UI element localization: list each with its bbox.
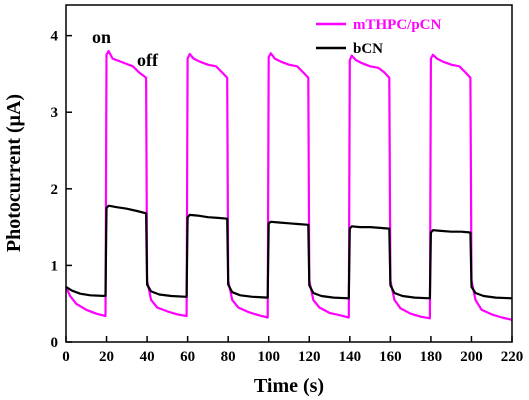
on-annotation: on — [92, 27, 111, 47]
series-group — [64, 49, 513, 321]
plot-frame — [65, 4, 513, 343]
legend: mTHPC/pCN bCN — [316, 17, 442, 57]
y-tick-label: 1 — [51, 258, 59, 274]
x-tick-label: 160 — [379, 349, 402, 365]
y-axis-ticks: 0 1 2 3 4 — [51, 29, 72, 351]
x-tick-label: 0 — [62, 349, 70, 365]
x-tick-label: 80 — [221, 349, 236, 365]
y-tick-label: 3 — [51, 105, 59, 121]
x-tick-label: 20 — [99, 349, 114, 365]
x-tick-label: 140 — [339, 349, 362, 365]
y-tick-label: 4 — [51, 29, 59, 45]
x-tick-label: 60 — [180, 349, 195, 365]
x-tick-label: 40 — [140, 349, 155, 365]
x-tick-label: 180 — [420, 349, 443, 365]
y-axis-title: Photocurrent (μA) — [3, 94, 25, 252]
x-tick-label: 120 — [298, 349, 321, 365]
x-tick-label: 220 — [501, 349, 524, 365]
y-tick-label: 2 — [51, 182, 59, 198]
y-tick-label: 0 — [51, 335, 59, 351]
legend-label-0: mTHPC/pCN — [353, 17, 442, 33]
x-axis-title: Time (s) — [254, 375, 324, 397]
legend-label-1: bCN — [353, 41, 383, 57]
off-annotation: off — [137, 50, 159, 70]
x-axis-ticks: 0 20 40 60 80 100 120 140 160 180 200 220 — [62, 336, 523, 365]
series-line-1 — [65, 204, 513, 300]
x-tick-label: 200 — [460, 349, 483, 365]
x-tick-label: 100 — [257, 349, 280, 365]
series-line-0 — [64, 49, 513, 321]
